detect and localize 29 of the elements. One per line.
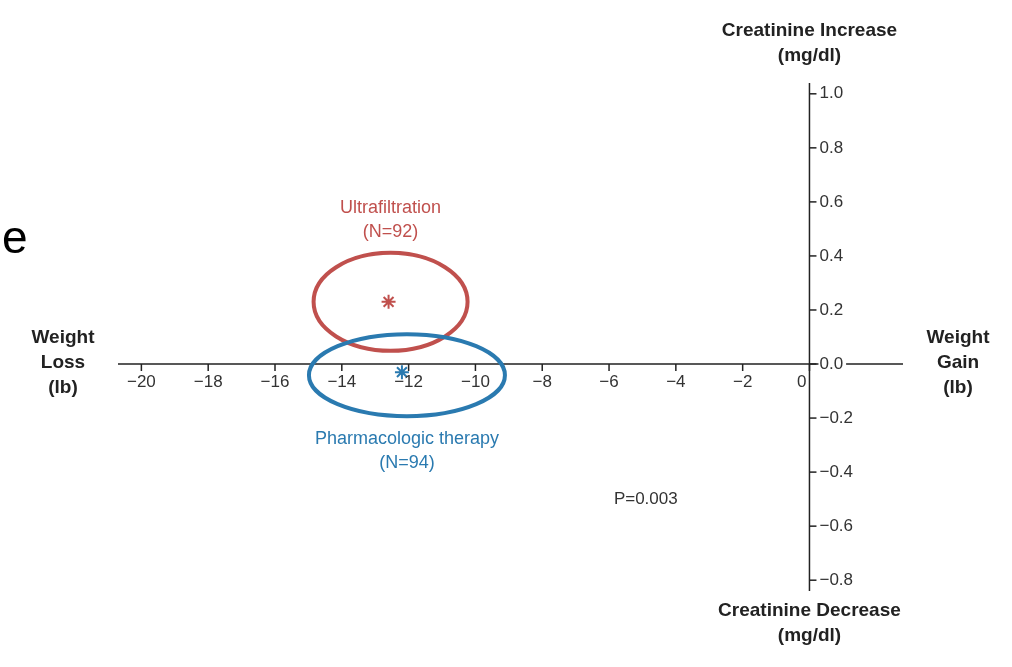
x-tick-label: −14 bbox=[327, 372, 357, 392]
x-tick-label: −8 bbox=[532, 372, 552, 392]
y-tick-label: −0.8 bbox=[819, 569, 854, 589]
x-tick-label: −2 bbox=[732, 372, 753, 392]
x-tick-label: −4 bbox=[666, 372, 686, 392]
text: e bbox=[2, 210, 28, 263]
text: Weight Gain (lb) bbox=[926, 325, 991, 397]
y-tick-label: 0.8 bbox=[819, 137, 844, 157]
x-tick-label: −10 bbox=[461, 372, 490, 392]
y-tick-label: −0.4 bbox=[819, 461, 854, 481]
y-tick-label: −0.2 bbox=[819, 407, 854, 427]
text: Pharmacologic therapy (N=94) bbox=[314, 428, 499, 473]
y-tick-label: 0.2 bbox=[819, 299, 844, 319]
text: Ultrafiltration (N=92) bbox=[340, 196, 442, 241]
y-tick-label: 0.4 bbox=[819, 245, 844, 265]
x-tick-label: 0 bbox=[797, 372, 807, 392]
text: Creatinine Decrease (mg/dl) bbox=[718, 598, 901, 645]
y-tick-label: 0.6 bbox=[819, 191, 844, 211]
y-tick-label: 1.0 bbox=[819, 83, 844, 103]
y-tick-label: −0.6 bbox=[819, 515, 854, 535]
y-axis-title: Creatinine Increase (mg/dl) bbox=[721, 18, 898, 65]
annotation: P=0.003 bbox=[613, 488, 678, 508]
x-axis-title: Weight Loss (lb) bbox=[31, 325, 96, 397]
x-tick-label: −18 bbox=[193, 372, 223, 392]
x-tick-label: −12 bbox=[394, 372, 424, 392]
x-tick-label: −6 bbox=[599, 372, 619, 392]
x-tick-label: −20 bbox=[126, 372, 156, 392]
x-tick-label: −16 bbox=[260, 372, 290, 392]
y-tick-label: 0.0 bbox=[819, 353, 844, 373]
